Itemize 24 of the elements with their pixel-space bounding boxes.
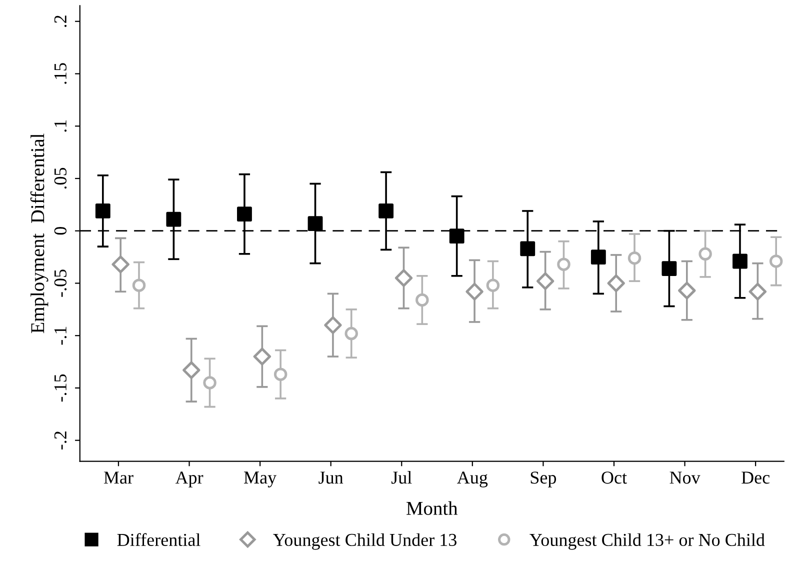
x-tick-label: Jun [318,472,344,484]
legend-label: Youngest Child Under 13 [273,533,456,550]
x-tick-label: Apr [175,472,204,488]
x-tick-label: Aug [457,472,488,488]
y-axis-title: Employment Differential [30,134,48,334]
x-axis-title: Month [406,501,458,515]
x-tick-label: Dec [742,472,770,484]
legend-label: Differential [117,533,200,546]
y-tick-label: .2 [54,16,67,27]
y-tick-label: .05 [54,168,67,189]
y-tick-label: .15 [54,63,67,84]
y-tick-label: -.05 [54,270,67,297]
x-tick-label: Nov [670,472,700,484]
y-tick-label: -.2 [54,432,67,450]
y-tick-label: -.1 [54,326,67,345]
y-tick-label: .1 [54,120,67,132]
x-tick-label: Oct [602,472,627,484]
x-tick-label: May [244,472,277,488]
x-tick-label: Jul [391,471,412,484]
legend-label: Youngest Child 13+ or No Child [530,533,765,550]
x-tick-label: Sep [530,472,556,488]
y-tick-label: -.15 [54,374,67,402]
x-tick-label: Mar [104,472,134,484]
y-tick-label: 0 [54,227,66,235]
